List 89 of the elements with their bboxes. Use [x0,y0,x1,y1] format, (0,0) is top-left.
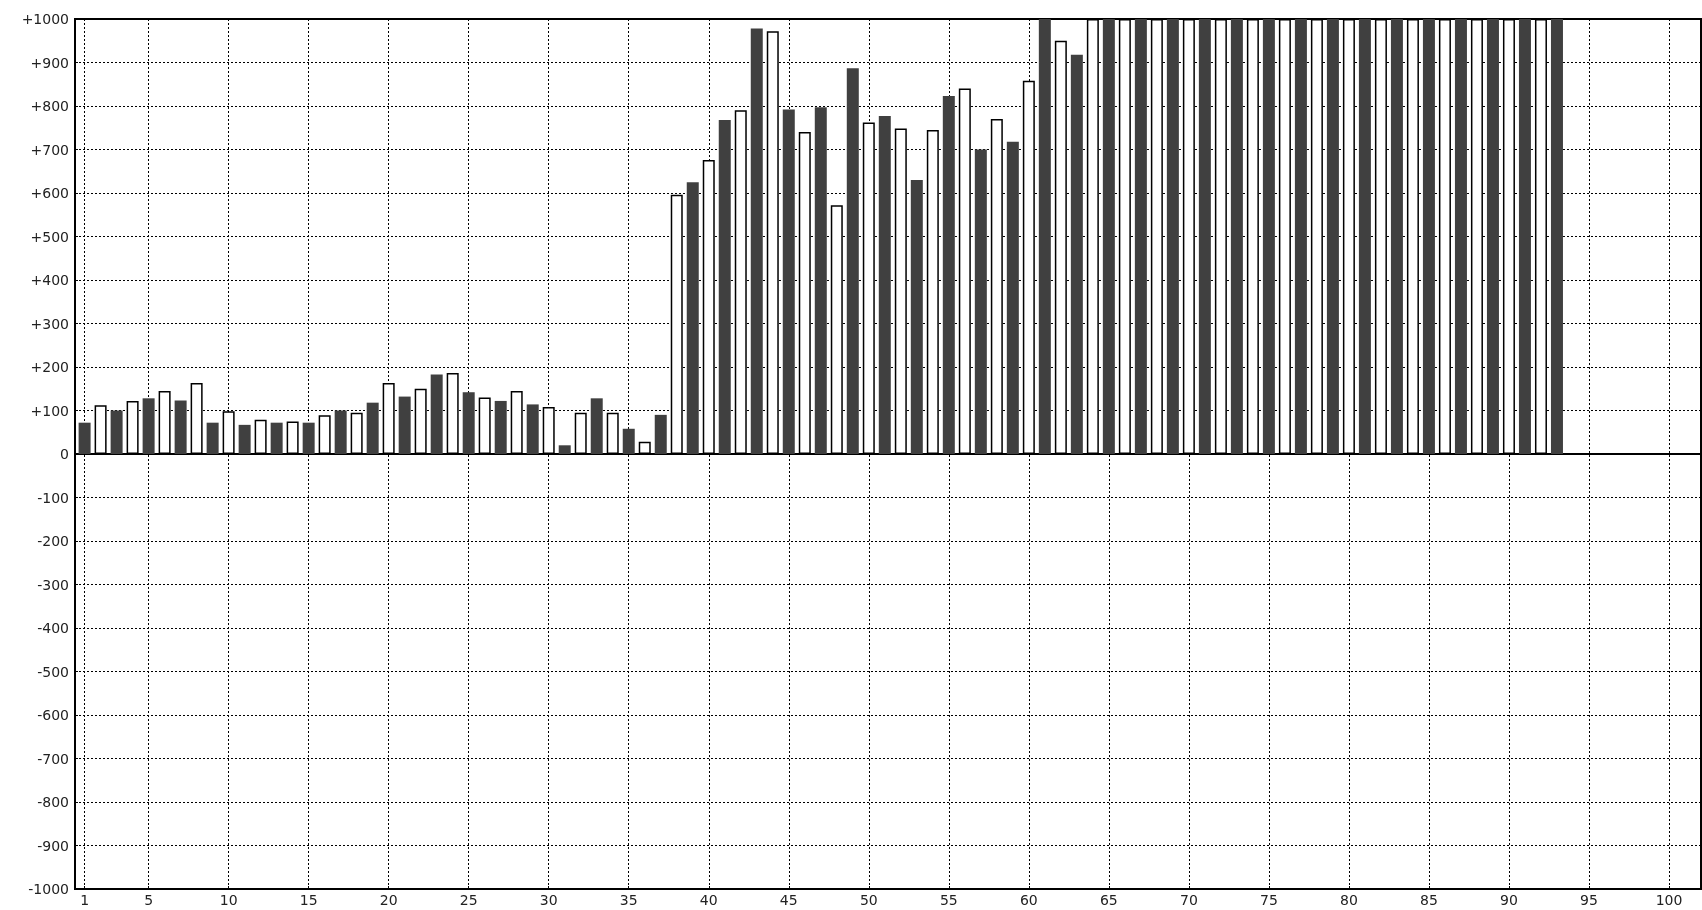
x-tick-label: 5 [144,892,154,908]
bar [206,422,219,454]
y-tick-label: +400 [30,272,69,288]
x-tick-label: 20 [379,892,398,908]
bar [1454,19,1467,454]
x-tick-label: 80 [1340,892,1358,908]
x-tick-label: 45 [779,892,798,908]
bar [174,400,187,454]
x-tick-label: 30 [539,892,558,908]
bar [398,396,411,454]
bar [750,28,763,454]
bar [974,149,987,454]
y-tick-label: +500 [30,228,69,245]
bar [366,402,379,454]
x-tick-label: 50 [859,892,878,908]
bar [302,422,315,454]
y-tick-label: +200 [30,359,69,375]
y-tick-label: +900 [30,54,69,71]
x-tick-label: 100 [1655,892,1683,908]
x-tick-label: 1 [80,892,90,908]
bar [942,96,955,454]
bar [782,109,795,454]
bar [654,414,667,454]
bar [622,428,635,454]
bar [334,410,347,454]
x-tick-label: 55 [939,892,958,908]
bar [1134,19,1147,454]
bar [1006,141,1019,454]
x-tick-label: 65 [1099,892,1118,908]
bar [1486,19,1499,454]
bar [462,392,475,454]
bar [558,445,571,454]
y-tick-label: -900 [37,837,69,854]
bar [1230,19,1243,454]
y-tick-label: -200 [37,533,69,549]
bar [78,422,91,454]
bar [1326,19,1339,454]
x-tick-label: 95 [1580,892,1598,908]
y-tick-label: -700 [37,750,69,767]
bar [1550,19,1563,454]
bar [1198,19,1211,454]
bar [1422,19,1435,454]
bar [270,422,283,454]
bar [1038,19,1051,454]
y-tick-label: -800 [37,794,69,810]
y-tick-label: +800 [30,98,69,114]
bar [910,179,923,454]
bar [1070,54,1083,454]
bar [1358,19,1371,454]
y-tick-label: -400 [37,620,69,636]
bar [238,424,251,454]
x-tick-label: 60 [1019,892,1038,908]
y-tick-label: +300 [30,315,69,332]
y-tick-label: -600 [37,707,69,723]
bar [718,119,731,454]
y-tick-label: -500 [37,663,69,680]
bar [1102,19,1115,454]
y-tick-label: -100 [37,489,69,506]
bar [878,116,891,454]
y-tick-label: -1000 [28,881,69,897]
bar [1262,19,1275,454]
y-tick-label: +100 [30,402,69,419]
x-tick-label: 35 [619,892,638,908]
y-tick-label: -300 [37,576,69,593]
bar [526,404,539,454]
x-tick-label: 40 [699,892,718,908]
bar [846,68,859,454]
bar [1390,19,1403,454]
bar [142,398,155,454]
x-tick-label: 85 [1420,892,1438,908]
y-tick-label: +600 [30,185,69,201]
bar [430,374,443,454]
bar [686,182,699,454]
x-tick-label: 75 [1259,892,1278,908]
bar [814,107,827,454]
bar [494,400,507,454]
x-tick-label: 25 [459,892,478,908]
x-tick-label: 15 [299,892,318,908]
x-tick-label: 10 [219,892,238,908]
bar [1294,19,1307,454]
x-tick-label: 70 [1179,892,1198,908]
bar [590,398,603,454]
bar [110,410,123,454]
x-tick-label: 90 [1500,892,1518,908]
y-tick-label: +700 [30,141,69,158]
y-tick-label: 0 [60,446,69,462]
bar [1518,19,1531,454]
y-tick-label: +1000 [21,11,69,27]
bar [1166,19,1179,454]
